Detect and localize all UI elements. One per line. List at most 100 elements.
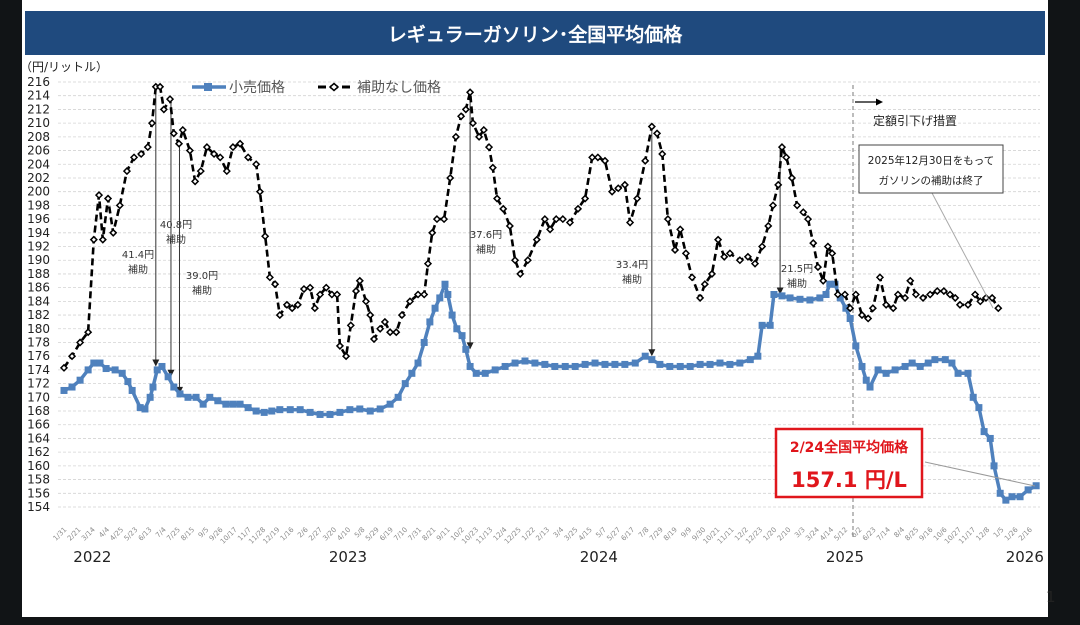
no-subsidy-price-point xyxy=(493,194,502,203)
retail-price-point xyxy=(229,400,237,408)
x-tick-label: 2/16 xyxy=(1017,525,1034,542)
no-subsidy-price-point xyxy=(558,215,567,224)
retail-price-point xyxy=(176,390,184,398)
no-subsidy-price-point xyxy=(828,249,837,258)
no-subsidy-price-point xyxy=(573,204,583,213)
retail-price-point xyxy=(581,360,589,368)
retail-price-point xyxy=(426,318,434,326)
retail-price-point xyxy=(736,359,744,367)
retail-price-point xyxy=(1016,493,1024,501)
subsidy-amount: 21.5円 xyxy=(781,264,813,275)
no-subsidy-price-point xyxy=(725,249,734,258)
no-subsidy-price-point xyxy=(420,290,429,299)
retail-price-point xyxy=(346,406,354,414)
no-subsidy-price-point xyxy=(346,321,355,330)
retail-price-point xyxy=(146,393,154,401)
retail-price-point xyxy=(816,294,824,302)
y-tick-label: 204 xyxy=(27,157,50,171)
retail-price-point xyxy=(786,294,794,302)
x-tick-label: 2/27 xyxy=(307,526,324,543)
retail-price-point xyxy=(222,400,230,408)
no-subsidy-price-point xyxy=(98,235,107,244)
retail-price-point xyxy=(969,393,977,401)
retail-price-point xyxy=(401,380,409,388)
retail-price-point xyxy=(706,360,714,368)
no-subsidy-price-point xyxy=(351,287,361,296)
no-subsidy-price-point xyxy=(479,125,488,135)
x-tick-label: 8/25 xyxy=(904,526,921,543)
retail-price-point xyxy=(336,408,344,416)
y-tick-label: 176 xyxy=(27,349,50,363)
end-note-line2: ガソリンの補助は終了 xyxy=(879,174,984,187)
y-tick-label: 214 xyxy=(27,89,50,103)
no-subsidy-price-point xyxy=(743,252,752,261)
no-subsidy-price-point xyxy=(813,263,823,272)
retail-price-point xyxy=(806,296,814,304)
retail-price-point xyxy=(931,356,939,364)
no-subsidy-price-point xyxy=(774,180,783,189)
no-subsidy-price-point xyxy=(109,228,118,237)
no-subsidy-price-point xyxy=(147,119,157,128)
retail-price-point xyxy=(136,404,144,412)
retail-price-point xyxy=(420,338,428,346)
retail-price-point xyxy=(214,397,222,405)
retail-price-point xyxy=(356,405,364,413)
no-subsidy-price-point xyxy=(423,259,433,268)
no-subsidy-price-point xyxy=(386,328,395,337)
no-subsidy-price-point xyxy=(676,225,685,234)
no-subsidy-price-point xyxy=(428,228,437,237)
x-tick-label: 6/17 xyxy=(620,526,637,543)
retail-price-point xyxy=(986,434,994,442)
retail-price-point xyxy=(531,359,539,367)
retail-price-point xyxy=(858,362,866,370)
x-tick-label: 1/26 xyxy=(1003,525,1020,542)
retail-price-point xyxy=(366,407,374,415)
no-subsidy-price-point xyxy=(945,290,955,299)
no-subsidy-price-point xyxy=(614,184,623,193)
x-tick-label: 5/23 xyxy=(123,526,140,543)
subsidy-label: 補助 xyxy=(192,284,212,297)
x-tick-label: 5/27 xyxy=(605,526,622,543)
x-tick-label: 7/10 xyxy=(392,526,409,543)
no-subsidy-price-point xyxy=(793,201,802,210)
no-subsidy-price-point xyxy=(857,311,867,320)
x-tick-label: 5/12 xyxy=(833,526,850,543)
no-subsidy-price-point xyxy=(787,173,796,183)
retail-price-point xyxy=(128,386,136,394)
retail-price-point xyxy=(964,369,972,377)
retail-price-point xyxy=(141,405,149,413)
no-subsidy-price-point xyxy=(918,293,928,302)
x-tick-label: 2/10 xyxy=(776,526,793,543)
no-subsidy-price-point xyxy=(875,273,885,282)
no-subsidy-price-point xyxy=(819,276,828,285)
x-tick-label: 2/13 xyxy=(534,526,551,543)
no-subsidy-price-point xyxy=(889,304,898,313)
retail-price-point xyxy=(836,294,844,302)
year-label: 2026 xyxy=(1006,548,1044,566)
no-subsidy-price-point xyxy=(405,297,415,306)
subsidy-amount: 37.6円 xyxy=(470,230,502,241)
retail-price-point xyxy=(901,362,909,370)
x-tick-label: 6/13 xyxy=(137,526,154,543)
no-subsidy-price-point xyxy=(366,311,375,320)
retail-price-point xyxy=(170,383,178,391)
no-subsidy-price-point xyxy=(764,221,773,231)
no-subsidy-price-point xyxy=(735,256,744,265)
subsidy-label: 補助 xyxy=(787,277,807,290)
subsidy-label: 補助 xyxy=(476,243,496,256)
no-subsidy-price-point xyxy=(333,290,342,299)
retail-price-point xyxy=(260,408,268,416)
x-tick-label: 8/15 xyxy=(179,526,196,543)
retail-price-point xyxy=(924,359,932,367)
no-subsidy-price-point xyxy=(750,259,760,268)
retail-price-point xyxy=(866,383,874,391)
y-tick-label: 158 xyxy=(27,473,50,487)
retail-price-point xyxy=(591,359,599,367)
no-subsidy-price-point xyxy=(209,149,219,159)
retail-price-point xyxy=(686,362,694,370)
y-tick-label: 180 xyxy=(27,322,50,336)
no-subsidy-price-point xyxy=(581,194,590,203)
no-subsidy-price-point xyxy=(620,180,629,189)
retail-price-point xyxy=(431,304,439,312)
no-subsidy-price-point xyxy=(900,293,910,302)
